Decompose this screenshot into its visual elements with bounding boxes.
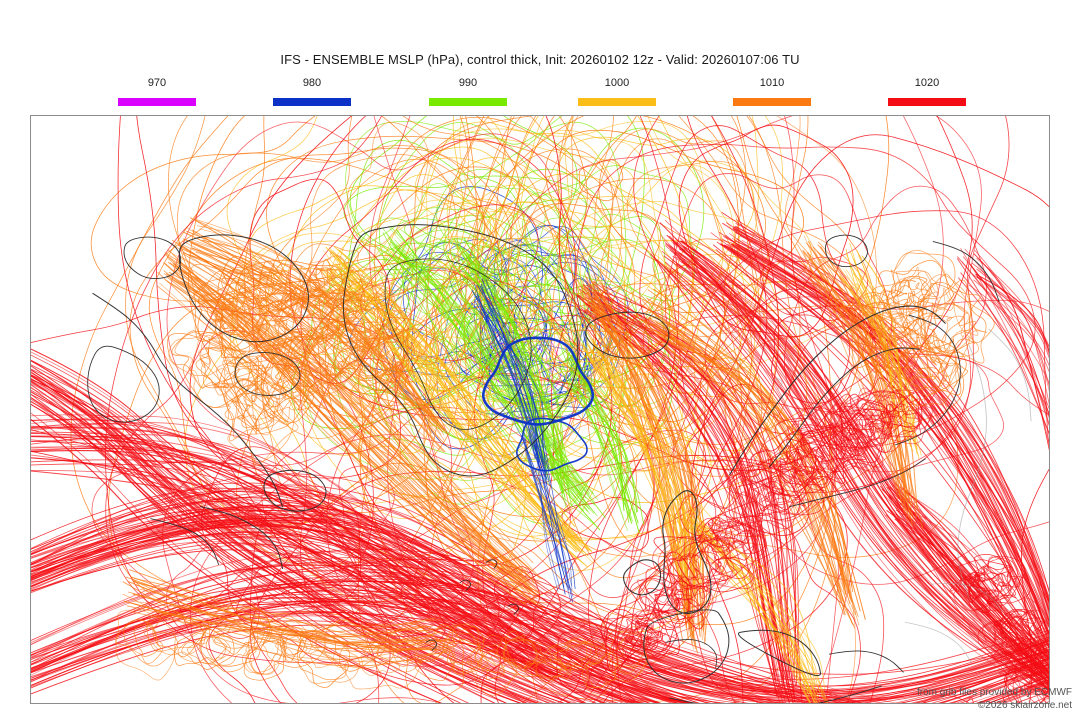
legend-label: 990 <box>458 77 478 89</box>
legend-swatch <box>429 98 507 106</box>
ensemble-contour-layer <box>31 116 1049 703</box>
legend-entry-1020: 1020 <box>857 76 997 106</box>
coastline-layer <box>87 224 1032 703</box>
contour-level-legend: 970 980 990 1000 1010 1020 <box>0 76 1080 110</box>
legend-entry-1010: 1010 <box>702 76 842 106</box>
legend-swatch <box>578 98 656 106</box>
legend-label: 1010 <box>759 77 785 89</box>
legend-entry-1000: 1000 <box>547 76 687 106</box>
map-panel <box>30 115 1050 704</box>
legend-swatch <box>118 98 196 106</box>
legend-label: 1020 <box>914 77 940 89</box>
legend-entry-980: 980 <box>242 76 382 106</box>
legend-label: 970 <box>147 77 167 89</box>
legend-label: 980 <box>302 77 322 89</box>
legend-swatch <box>273 98 351 106</box>
legend-swatch <box>888 98 966 106</box>
legend-entry-990: 990 <box>398 76 538 106</box>
page-title: IFS - ENSEMBLE MSLP (hPa), control thick… <box>280 52 800 67</box>
legend-label: 1000 <box>604 77 630 89</box>
legend-entry-970: 970 <box>87 76 227 106</box>
map-canvas <box>31 116 1049 703</box>
legend-swatch <box>733 98 811 106</box>
